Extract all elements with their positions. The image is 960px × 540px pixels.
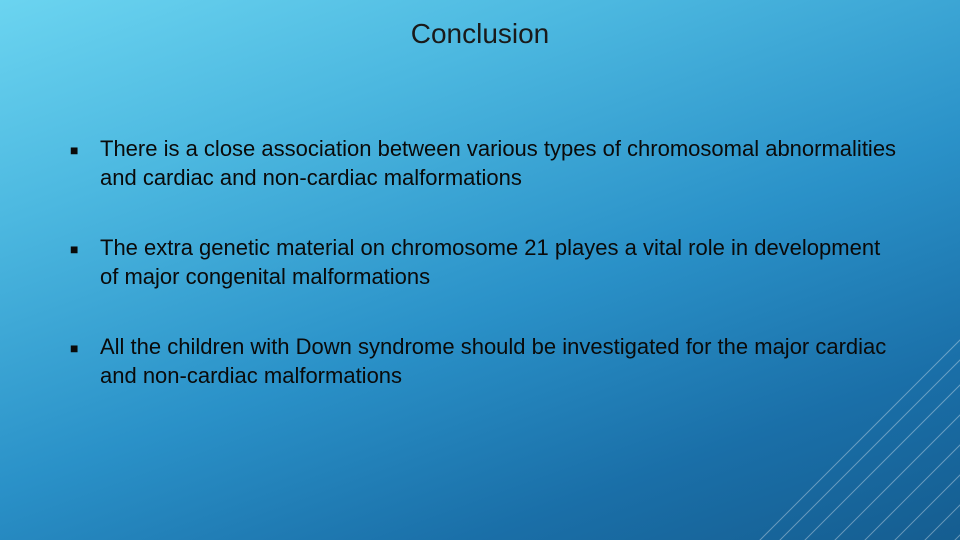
slide-content: ■ There is a close association between v… [70,135,900,433]
bullet-item: ■ All the children with Down syndrome sh… [70,333,900,390]
bullet-marker-icon: ■ [70,333,100,357]
slide: Conclusion ■ There is a close associatio… [0,0,960,540]
bullet-item: ■ The extra genetic material on chromoso… [70,234,900,291]
bullet-text: The extra genetic material on chromosome… [100,234,900,291]
bullet-text: All the children with Down syndrome shou… [100,333,900,390]
bullet-marker-icon: ■ [70,135,100,159]
bullet-item: ■ There is a close association between v… [70,135,900,192]
slide-title: Conclusion [0,18,960,50]
bullet-text: There is a close association between var… [100,135,900,192]
bullet-marker-icon: ■ [70,234,100,258]
